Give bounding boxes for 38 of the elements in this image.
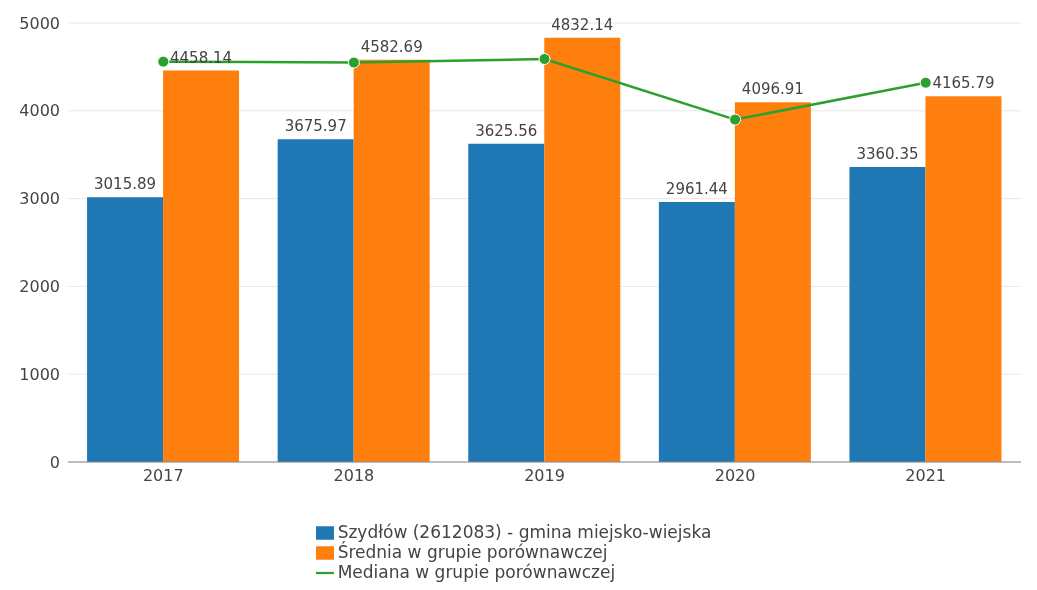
x-tick-label: 2019 (524, 466, 565, 486)
data-label: 3675.97 (284, 117, 347, 136)
data-label: 4832.14 (551, 15, 614, 34)
x-tick-label: 2020 (714, 466, 756, 486)
bar (468, 143, 545, 462)
point (538, 53, 551, 65)
bar (658, 201, 735, 462)
x-tick-label: 2017 (142, 466, 184, 486)
data-label: 2961.44 (665, 179, 728, 198)
legend-label: Średnia w grupie porównawczej (337, 542, 608, 562)
point (919, 76, 932, 89)
x-tick-label: 2021 (905, 466, 947, 486)
y-tick-label: 0 (49, 452, 60, 472)
data-label: 4165.79 (932, 74, 995, 93)
point (729, 113, 742, 126)
legend-label: Mediana w grupie porównawczej (337, 562, 616, 582)
bar (163, 70, 240, 462)
point (347, 56, 360, 69)
data-label: 3015.89 (94, 175, 157, 194)
data-label: 3360.35 (856, 144, 919, 163)
y-tick-label: 4000 (19, 101, 60, 121)
y-tick-label: 5000 (19, 13, 60, 33)
bar (87, 197, 164, 462)
point (157, 55, 170, 68)
y-tick-label: 3000 (19, 189, 60, 209)
bar (353, 59, 430, 462)
bar (925, 96, 1002, 462)
y-tick-label: 1000 (19, 364, 60, 384)
x-tick-label: 2018 (333, 466, 375, 486)
bar (277, 139, 354, 462)
legend-label: Szydłów (2612083) - gmina miejsko-wiejska (337, 522, 712, 542)
y-tick-label: 2000 (19, 277, 60, 297)
bar (544, 37, 621, 462)
bar (734, 102, 811, 462)
data-label: 4582.69 (360, 37, 423, 56)
bar (849, 166, 926, 462)
data-label: 3625.56 (475, 121, 538, 140)
data-label: 4096.91 (741, 80, 804, 99)
